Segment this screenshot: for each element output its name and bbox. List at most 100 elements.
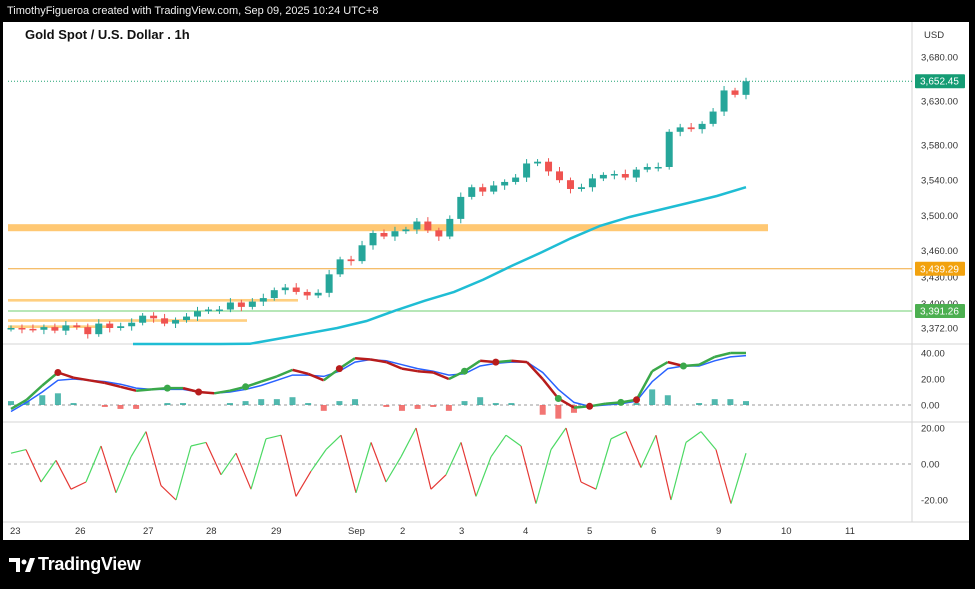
ema-line [133, 186, 747, 346]
candle-body [204, 309, 212, 312]
osc1-main-line-segment [120, 385, 137, 392]
candle-body [720, 90, 728, 112]
osc2-line-segment [670, 442, 687, 501]
candle-body [402, 229, 410, 232]
candle-body [248, 301, 256, 307]
osc2-line-segment [55, 460, 72, 490]
histogram-bar [492, 403, 499, 405]
price-tick-label: 3,630.00 [921, 96, 958, 107]
osc1-main-line-segment [73, 376, 90, 382]
histogram-bar [461, 401, 468, 405]
price-badge-label: 3,439.29 [920, 264, 959, 275]
chart-area[interactable]: 40.00 20.00 0.00 20.00 0.00 -20.00 3,680.00 3… [3, 22, 969, 540]
osc2-line-segment [580, 481, 597, 490]
crossover-dot [679, 362, 687, 370]
osc2-line-segment [145, 431, 162, 486]
osc2-line-segment [175, 445, 192, 501]
osc1-main-line-segment [541, 378, 560, 400]
histogram-bar [555, 405, 562, 419]
osc2-line-segment [655, 435, 672, 501]
crossover-dot [195, 388, 203, 396]
osc2-tick-label: 20.00 [921, 424, 945, 435]
price-tick-label: 3,430.00 [921, 272, 958, 283]
time-tick-label: 2 [400, 526, 405, 537]
crossover-dot [586, 402, 594, 410]
osc2-line-segment [430, 474, 447, 490]
osc1-main-line-segment [370, 358, 387, 364]
candle-body [698, 123, 706, 130]
candle-body [523, 163, 531, 178]
candle-body [545, 161, 553, 172]
osc1-main-line-segment [432, 371, 450, 381]
candle-body [534, 161, 542, 164]
histogram-bar [305, 403, 312, 405]
osc1-main-line-segment [25, 384, 44, 401]
osc2-line-segment [700, 431, 717, 450]
candle-body [303, 291, 311, 296]
histogram-bar [242, 401, 249, 405]
osc2-line-segment [520, 445, 537, 504]
candle-body [577, 187, 585, 189]
candle-body [566, 180, 574, 189]
candle-body [336, 259, 344, 275]
osc2-line-segment [295, 470, 312, 497]
histogram-bar [570, 405, 577, 413]
osc1-tick-label: 20.00 [921, 375, 945, 386]
crossover-dot [461, 367, 469, 375]
osc2-line-segment [355, 442, 372, 493]
crossover-dot [242, 383, 250, 391]
support-zone [8, 298, 298, 302]
candle-body [676, 127, 684, 132]
price-badge [915, 304, 965, 319]
candle-body [270, 290, 278, 299]
candle-body [446, 218, 454, 237]
candle-body [479, 187, 487, 192]
candle-body [369, 232, 377, 246]
histogram-bar [180, 403, 187, 405]
osc2-line-segment [550, 427, 567, 450]
osc2-line-segment [385, 456, 402, 483]
osc2-line-segment [280, 435, 297, 497]
candle-body [193, 311, 201, 317]
time-tick-label: 29 [271, 526, 282, 537]
histogram-bar [164, 403, 171, 405]
crossover-dot [492, 358, 500, 366]
candle-body [73, 325, 81, 328]
crossover-dot [633, 396, 641, 404]
time-tick-label: 3 [459, 526, 464, 537]
histogram-bar [430, 405, 437, 407]
chart-svg[interactable]: 40.00 20.00 0.00 20.00 0.00 -20.00 3,680.00 3… [3, 22, 969, 540]
time-tick-label: 28 [206, 526, 217, 537]
candle-body [237, 302, 245, 307]
candle-body [139, 315, 147, 323]
candle-body [391, 231, 399, 237]
candle-body [281, 287, 289, 291]
osc2-line-segment [340, 435, 357, 493]
osc1-main-line-segment [292, 368, 309, 376]
price-tick-label: 3,372.00 [921, 324, 958, 335]
price-tick-label: 3,540.00 [921, 176, 958, 187]
histogram-bar [414, 405, 421, 409]
time-tick-label: 23 [10, 526, 21, 537]
osc2-line-segment [220, 452, 237, 476]
osc2-tick-label: -20.00 [921, 496, 948, 507]
candle-body [687, 127, 695, 130]
osc1-main-line-segment [10, 398, 28, 410]
candle-body [183, 316, 191, 321]
candle-body [259, 298, 267, 302]
histogram-bar [696, 403, 703, 405]
candle-body [424, 221, 432, 231]
osc2-line-segment [445, 442, 462, 476]
osc2-line-segment [25, 449, 42, 483]
osc1-main-line-segment [214, 389, 231, 395]
time-tick-label: Sep [348, 526, 365, 537]
candle-body [215, 309, 223, 312]
histogram-bar [743, 401, 749, 405]
candle-body [226, 302, 234, 310]
resistance-zone [8, 224, 768, 232]
footer-bar: TradingView [0, 541, 975, 589]
osc1-main-line-segment [511, 359, 528, 364]
price-badge [915, 74, 965, 89]
candle-body [556, 171, 564, 181]
histogram-bar [54, 393, 61, 405]
